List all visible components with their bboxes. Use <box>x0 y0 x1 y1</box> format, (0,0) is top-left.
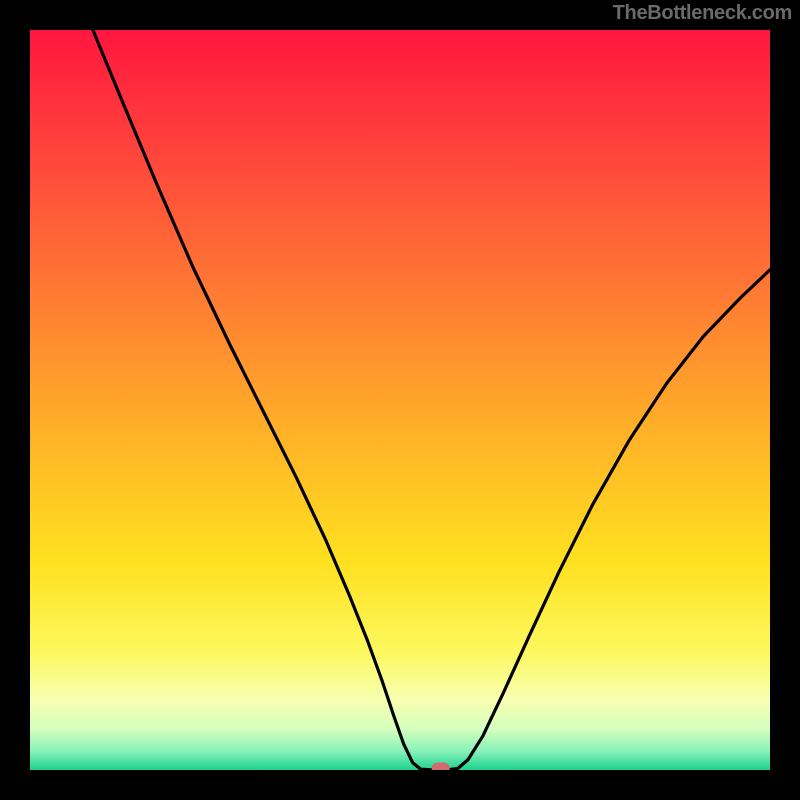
chart-background <box>30 30 770 770</box>
attribution-text: TheBottleneck.com <box>613 2 792 25</box>
bottleneck-chart <box>0 0 800 800</box>
